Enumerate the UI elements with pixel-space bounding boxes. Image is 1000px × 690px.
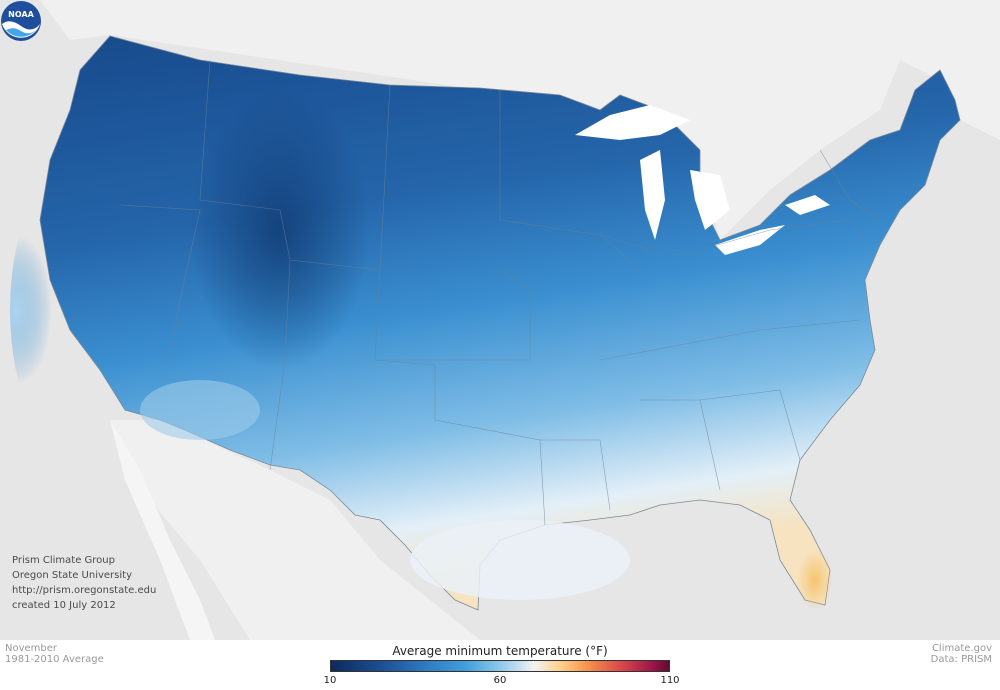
rockies-cold (190, 90, 370, 370)
footer-left: November 1981-2010 Average (5, 643, 104, 665)
footer: November 1981-2010 Average Average minim… (0, 640, 1000, 690)
mexico-land (110, 420, 480, 640)
credit-line-3: http://prism.oregonstate.edu (12, 585, 157, 596)
legend-tick: 10 (323, 675, 337, 686)
map-area: Prism Climate Group Oregon State Univers… (0, 0, 1000, 640)
canada-land (0, 0, 1000, 240)
florida-warm (797, 550, 833, 610)
west-coast-mild (10, 160, 150, 460)
month-label: November (5, 643, 58, 654)
legend-colorbar (330, 660, 670, 672)
credits-block: Prism Climate Group Oregon State Univers… (12, 553, 156, 613)
data-source-label: Data: PRISM (930, 654, 992, 665)
lake-superior (575, 105, 690, 140)
gulf-mild (410, 520, 630, 600)
lake-ontario (785, 195, 830, 215)
source-label: Climate.gov (931, 643, 992, 654)
footer-right: Climate.gov Data: PRISM (931, 643, 992, 665)
credit-line-2: Oregon State University (12, 570, 132, 581)
credit-line-4: created 10 July 2012 (12, 600, 116, 611)
lake-erie (715, 225, 785, 255)
noaa-logo-label: NOAA (8, 10, 34, 19)
credit-line-1: Prism Climate Group (12, 555, 115, 566)
southwest-mild (140, 380, 260, 440)
us-temperature-map (0, 0, 1000, 640)
period-label: 1981-2010 Average (5, 654, 104, 665)
state-borders (119, 59, 881, 526)
lake-michigan (640, 150, 665, 240)
legend-title: Average minimum temperature (°F) (392, 644, 608, 658)
baja-land (110, 420, 215, 640)
legend-tick: 60 (493, 675, 507, 686)
legend-tick: 110 (660, 675, 680, 686)
lake-huron (690, 170, 730, 230)
noaa-logo-icon: NOAA (1, 1, 41, 41)
